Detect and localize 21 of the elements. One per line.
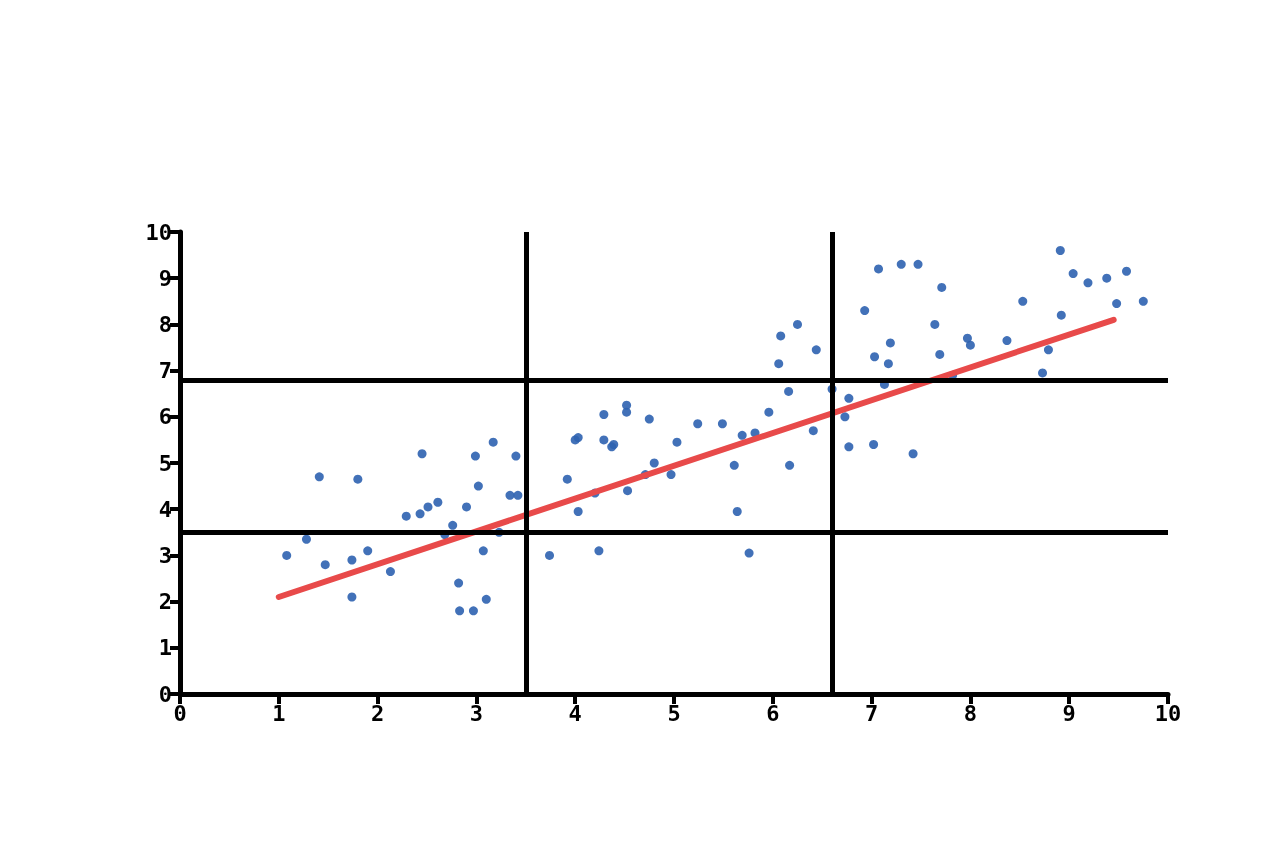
y-tick-label: 0 xyxy=(158,681,172,707)
y-tick-label: 2 xyxy=(158,589,172,615)
x-tick-label: 3 xyxy=(469,700,484,726)
x-tick-label: 2 xyxy=(370,700,385,726)
x-tick-label: 4 xyxy=(568,700,582,726)
y-tick-label: 5 xyxy=(158,450,172,476)
y-tick-label: 9 xyxy=(158,265,172,291)
y-tick-label: 4 xyxy=(158,496,172,522)
y-tick-label: 7 xyxy=(158,358,172,384)
x-tick-label: 10 xyxy=(1154,700,1182,726)
y-tick-label: 1 xyxy=(158,635,172,661)
y-tick-label: 6 xyxy=(158,404,172,430)
y-tick-label: 3 xyxy=(158,542,172,568)
x-tick-label: 7 xyxy=(864,700,879,726)
y-tick-label: 8 xyxy=(158,311,172,337)
x-tick-label: 1 xyxy=(272,700,286,726)
x-tick-label: 5 xyxy=(667,700,681,726)
x-tick-label: 9 xyxy=(1062,700,1076,726)
y-tick-label: 10 xyxy=(145,219,172,245)
x-tick-label: 6 xyxy=(766,700,780,726)
x-tick-label: 8 xyxy=(963,700,978,726)
